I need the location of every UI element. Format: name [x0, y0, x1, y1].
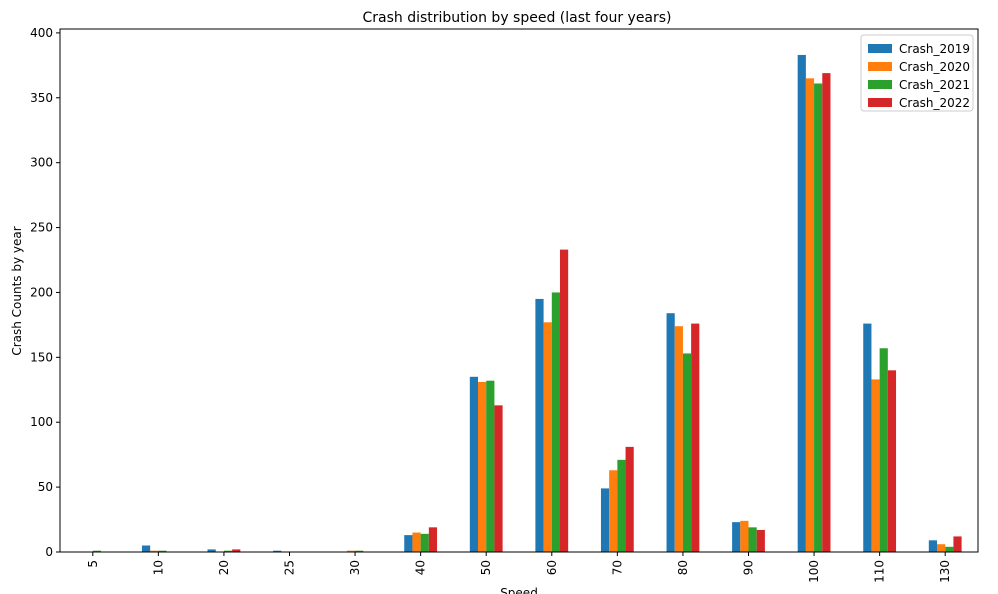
bar-Crash_2020-70: [609, 470, 618, 552]
bar-Crash_2021-40: [420, 533, 429, 552]
bar-Crash_2019-50: [469, 376, 479, 552]
bar-Crash_2021-5: [92, 550, 101, 552]
y-tick-label: 50: [38, 480, 53, 494]
bar-Crash_2022-110: [887, 370, 897, 552]
plot-frame: [59, 28, 979, 553]
plot-area: [59, 28, 979, 553]
bar-Crash_2019-110: [863, 323, 872, 552]
bar-Crash_2022-70: [625, 446, 634, 552]
bar-Crash_2019-25: [273, 550, 282, 552]
bar-Crash_2021-70: [617, 459, 626, 552]
x-tick-label: 110: [873, 560, 887, 583]
legend-swatch: [868, 98, 892, 107]
x-tick-label: 25: [283, 560, 297, 575]
bar-Crash_2020-40: [412, 532, 421, 552]
legend-label: Crash_2019: [899, 42, 970, 56]
bar-Crash_2022-80: [691, 323, 700, 552]
y-tick-label: 200: [30, 285, 53, 299]
bar-Crash_2021-50: [486, 380, 495, 552]
legend-label: Crash_2021: [899, 78, 970, 92]
y-tick-label: 300: [30, 156, 53, 170]
legend-swatch: [868, 80, 892, 89]
bar-Crash_2020-60: [543, 322, 552, 552]
bar-Crash_2021-130: [945, 546, 954, 552]
bar-Crash_2019-20: [207, 549, 216, 552]
bar-Crash_2019-60: [535, 298, 544, 552]
bar-Crash_2022-20: [232, 549, 241, 552]
x-tick-label: 70: [610, 560, 624, 575]
legend-swatch: [868, 62, 892, 71]
bar-Crash_2022-50: [494, 405, 503, 552]
bar-Crash_2022-60: [559, 249, 569, 552]
bar-Crash_2020-30: [346, 550, 356, 552]
bar-Crash_2020-100: [805, 78, 815, 552]
x-tick-label: 30: [348, 560, 362, 575]
y-axis-ticks: 0 50 100 150 200 250 300 350 400: [30, 26, 60, 559]
x-tick-label: 100: [807, 560, 821, 583]
bar-Crash_2020-130: [937, 544, 946, 552]
bar-Crash_2022-100: [822, 73, 831, 553]
bar-Crash_2020-90: [740, 520, 749, 552]
y-tick-label: 150: [30, 350, 53, 364]
legend-swatch: [868, 44, 892, 53]
x-tick-label: 5: [86, 560, 100, 568]
legend-label: Crash_2020: [899, 60, 970, 74]
bar-Crash_2021-100: [814, 83, 823, 552]
legend-label: Crash_2022: [899, 96, 970, 110]
bar-Crash_2019-90: [732, 522, 741, 552]
bar-Crash_2021-110: [879, 348, 888, 552]
bar-Crash_2022-40: [428, 527, 438, 552]
y-tick-label: 250: [30, 221, 53, 235]
bar-Crash_2019-80: [666, 313, 675, 552]
bar-Crash_2020-10: [150, 550, 159, 552]
legend: Crash_2019 Crash_2020 Crash_2021 Crash_2022: [860, 34, 974, 112]
x-axis-label: Speed: [500, 586, 538, 594]
x-tick-label: 40: [414, 560, 428, 575]
legend-box: [860, 34, 974, 112]
x-tick-label: 60: [545, 560, 559, 575]
bar-Crash_2021-20: [223, 550, 233, 552]
x-axis-ticks: 5 10 20 25 30 40 50 60 70 80 90 100 110 130: [86, 552, 952, 583]
y-axis-label: Crash Counts by year: [10, 226, 24, 355]
x-tick-label: 90: [742, 560, 756, 575]
bar-Crash_2019-70: [600, 488, 610, 552]
x-tick-label: 50: [479, 560, 493, 575]
y-tick-label: 100: [30, 415, 53, 429]
x-tick-label: 130: [938, 560, 952, 583]
bar-Crash_2021-60: [551, 292, 560, 552]
bar-Crash_2020-80: [674, 326, 683, 552]
y-tick-label: 350: [30, 91, 53, 105]
bar-Crash_2020-110: [871, 379, 880, 552]
x-tick-label: 20: [217, 560, 231, 575]
bar-Crash_2022-90: [756, 529, 765, 552]
bar-Crash_2022-130: [953, 536, 962, 552]
chart-title: Crash distribution by speed (last four y…: [362, 10, 671, 26]
bar-Crash_2020-50: [478, 381, 487, 552]
y-tick-label: 400: [30, 26, 53, 40]
bar-Crash_2019-100: [797, 54, 806, 553]
y-tick-label: 0: [45, 545, 53, 559]
bar-Crash_2021-10: [158, 550, 167, 552]
bar-Crash_2019-40: [404, 535, 413, 552]
bar-Crash_2019-130: [928, 540, 938, 552]
bar-Crash_2021-30: [355, 550, 364, 552]
x-tick-label: 10: [151, 560, 165, 575]
bar-Crash_2019-10: [141, 545, 151, 552]
x-tick-label: 80: [676, 560, 690, 575]
bar-Crash_2021-90: [748, 527, 757, 552]
bar-Crash_2021-80: [682, 353, 692, 552]
